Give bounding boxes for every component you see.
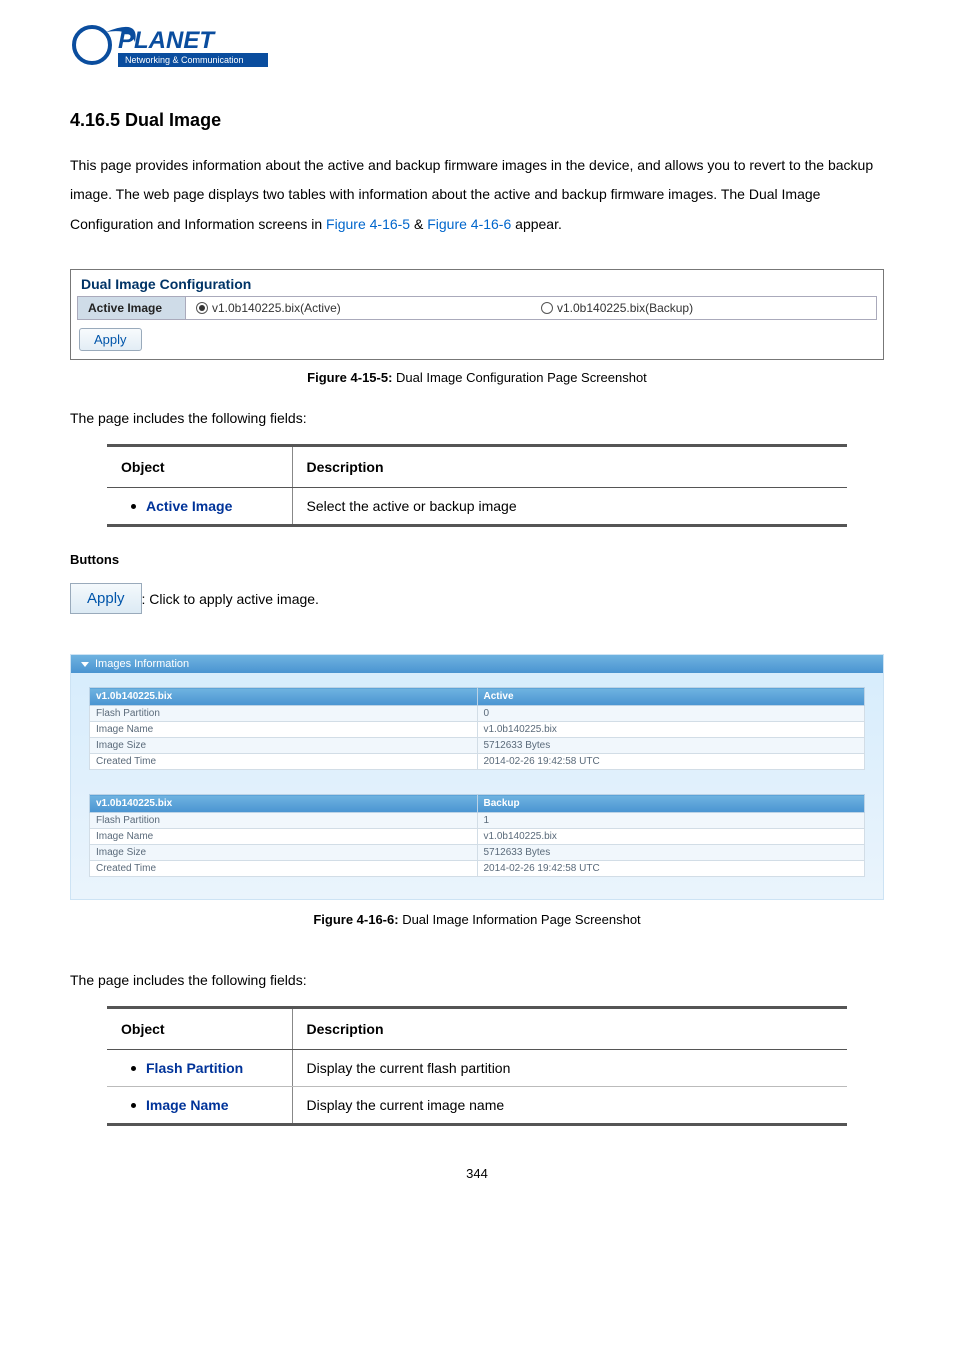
table-row: Flash Partition Display the current flas… [107,1050,847,1087]
table-row: Image Name Display the current image nam… [107,1087,847,1125]
field-table-1: Object Description Active Image Select t… [107,444,847,527]
obj-image-name: Image Name [146,1097,228,1113]
images-info-titlebar[interactable]: Images Information [71,655,883,673]
desc-image-name: Display the current image name [292,1087,847,1125]
images-info-title: Images Information [95,658,189,670]
config-row-label: Active Image [78,297,186,319]
th-status-a: Active [477,688,865,706]
planet-logo-icon: PLANET Networking & Communication [70,20,290,75]
table-row: Active Image Select the active or backup… [107,488,847,526]
info-value: 5712633 Bytes [477,738,865,754]
th-description: Description [292,1008,847,1050]
apply-description-row: Apply : Click to apply active image. [70,583,884,614]
info-value: v1.0b140225.bix [477,722,865,738]
table-row: Flash Partition0 [90,706,865,722]
backup-image-table: v1.0b140225.bix Backup Flash Partition1I… [89,794,865,877]
info-value: v1.0b140225.bix [477,829,865,845]
figure-caption-1: Figure 4-15-5: Dual Image Configuration … [70,370,884,385]
bullet-icon [131,1103,136,1108]
table-row: Created Time2014-02-26 19:42:58 UTC [90,754,865,770]
fig1-bold: Figure 4-15-5: [307,370,392,385]
link-figure-4-16-5[interactable]: Figure 4-16-5 [326,216,410,232]
info-key: Image Name [90,722,478,738]
radio-active-image[interactable]: v1.0b140225.bix(Active) [186,297,531,319]
apply-desc-text: : Click to apply active image. [142,591,319,607]
info-key: Image Size [90,845,478,861]
apply-button-sample[interactable]: Apply [70,583,142,614]
info-key: Image Size [90,738,478,754]
radio-backup-image[interactable]: v1.0b140225.bix(Backup) [531,297,876,319]
info-key: Created Time [90,861,478,877]
radio-active-label: v1.0b140225.bix(Active) [212,301,341,315]
bullet-icon [131,504,136,509]
figure-caption-2: Figure 4-16-6: Dual Image Information Pa… [70,912,884,927]
bullet-icon [131,1066,136,1071]
intro-amp: & [410,216,427,232]
info-value: 2014-02-26 19:42:58 UTC [477,754,865,770]
logo: PLANET Networking & Communication [70,20,884,80]
includes-text-2: The page includes the following fields: [70,972,884,988]
th-object: Object [107,1008,292,1050]
active-image-table: v1.0b140225.bix Active Flash Partition0I… [89,687,865,770]
table-row: Image Size5712633 Bytes [90,845,865,861]
radio-icon [196,302,208,314]
info-key: Flash Partition [90,813,478,829]
link-figure-4-16-6[interactable]: Figure 4-16-6 [427,216,511,232]
table-row: Image Namev1.0b140225.bix [90,722,865,738]
th-image-name-b: v1.0b140225.bix [90,795,478,813]
th-status-b: Backup [477,795,865,813]
includes-text-1: The page includes the following fields: [70,410,884,426]
fig2-bold: Figure 4-16-6: [313,912,398,927]
info-value: 2014-02-26 19:42:58 UTC [477,861,865,877]
fig1-rest: Dual Image Configuration Page Screenshot [392,370,646,385]
th-description: Description [292,446,847,488]
table-row: Image Size5712633 Bytes [90,738,865,754]
fig2-rest: Dual Image Information Page Screenshot [399,912,641,927]
config-title: Dual Image Configuration [71,270,883,296]
desc-active-image: Select the active or backup image [292,488,847,526]
page-number: 344 [70,1166,884,1181]
desc-flash-partition: Display the current flash partition [292,1050,847,1087]
apply-button[interactable]: Apply [79,328,142,351]
table-row: Image Namev1.0b140225.bix [90,829,865,845]
info-value: 0 [477,706,865,722]
logo-tagline: Networking & Communication [125,55,244,65]
dual-image-config-panel: Dual Image Configuration Active Image v1… [70,269,884,360]
radio-backup-label: v1.0b140225.bix(Backup) [557,301,693,315]
intro-after: appear. [511,216,562,232]
table-row: Created Time2014-02-26 19:42:58 UTC [90,861,865,877]
config-row: Active Image v1.0b140225.bix(Active) v1.… [77,296,877,320]
radio-icon [541,302,553,314]
info-value: 5712633 Bytes [477,845,865,861]
obj-active-image: Active Image [146,498,232,514]
info-key: Image Name [90,829,478,845]
th-image-name-a: v1.0b140225.bix [90,688,478,706]
buttons-heading: Buttons [70,552,884,567]
info-value: 1 [477,813,865,829]
obj-flash-partition: Flash Partition [146,1060,243,1076]
chevron-down-icon [81,662,89,667]
field-table-2: Object Description Flash Partition Displ… [107,1006,847,1126]
logo-brand: PLANET [118,27,216,54]
info-key: Created Time [90,754,478,770]
images-information-panel: Images Information v1.0b140225.bix Activ… [70,654,884,900]
info-key: Flash Partition [90,706,478,722]
th-object: Object [107,446,292,488]
intro-paragraph: This page provides information about the… [70,151,884,239]
section-heading: 4.16.5 Dual Image [70,110,884,131]
table-row: Flash Partition1 [90,813,865,829]
